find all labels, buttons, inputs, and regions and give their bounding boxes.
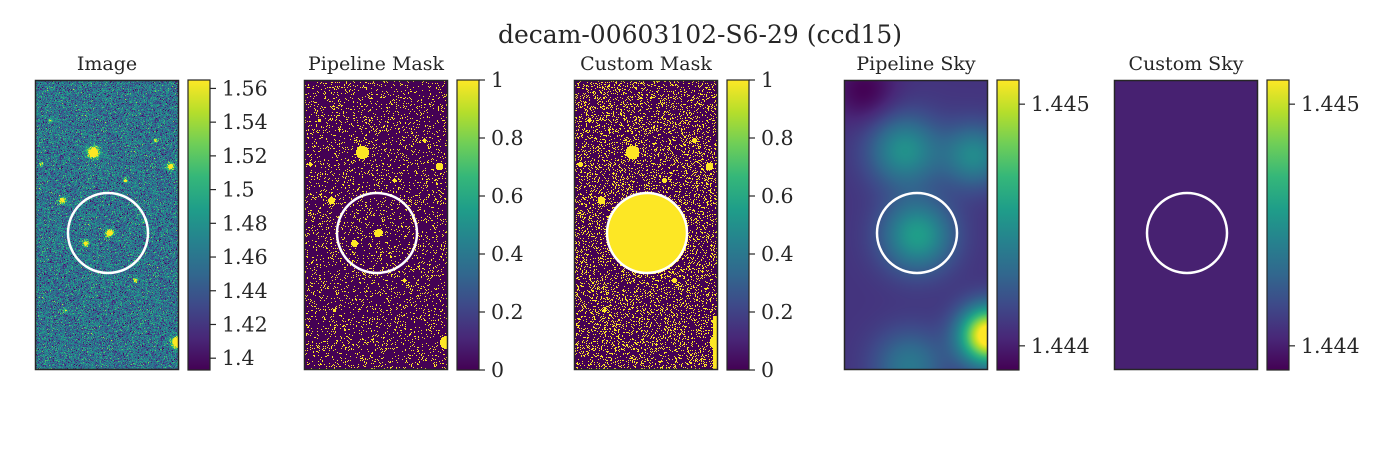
colorbar-tick-label: 1 xyxy=(491,68,504,92)
colorbar-tick-label: 0.4 xyxy=(491,242,524,266)
colorbar xyxy=(996,79,1020,371)
panel-title: Pipeline Mask xyxy=(308,53,444,75)
heatmap-frame xyxy=(843,79,989,371)
aperture-circle xyxy=(1145,191,1229,275)
colorbar-tick-label: 0 xyxy=(491,358,504,382)
colorbar-tick-label: 0.2 xyxy=(491,300,524,324)
aperture-circle xyxy=(875,191,959,275)
colorbar-tick-label: 1.52 xyxy=(222,144,268,168)
aperture-circle xyxy=(605,191,689,275)
panel-title: Custom Mask xyxy=(580,53,712,75)
panel-title: Pipeline Sky xyxy=(856,53,975,75)
colorbar-tick-label: 0.6 xyxy=(761,184,794,208)
heatmap-image xyxy=(1114,80,1258,370)
colorbar-tick-label: 1.56 xyxy=(222,76,268,100)
colorbar-tick-label: 0 xyxy=(761,358,774,382)
panel-1: Image 1.4 1.42 1.44 1.46 1.48 1.5 1.52 1.54 1.56 xyxy=(34,53,268,371)
panel-4: Pipeline Sky1.4441.4451.4461.4471.4481.4… xyxy=(843,53,1090,371)
colorbar xyxy=(726,79,750,371)
colorbar-tick-label: 1.445 xyxy=(1031,92,1090,116)
colorbar-tick-label: 1.445 xyxy=(1301,92,1360,116)
colorbar-tick-label: 1 xyxy=(761,68,774,92)
colorbar-tick-label: 1.42 xyxy=(222,312,268,336)
heatmap-frame xyxy=(1113,79,1259,371)
colorbar-tick-label: 1.48 xyxy=(222,211,268,235)
colorbar-tick-label: 1.4 xyxy=(222,346,255,370)
colorbar-tick-label: 1.444 xyxy=(1301,334,1360,358)
colorbar-tick-label: 0.8 xyxy=(761,126,794,150)
heatmap-image xyxy=(844,80,988,370)
heatmap-image xyxy=(304,80,448,370)
colorbar-tick-label: 0.6 xyxy=(491,184,524,208)
aperture-circle xyxy=(66,191,150,275)
panels: Image 1.4 1.42 1.44 1.46 1.48 1.5 1.52 1.54 1.56 P… xyxy=(34,53,1360,382)
colorbar-tick-label: 0.2 xyxy=(761,300,794,324)
heatmap-frame xyxy=(34,79,180,371)
colorbar-tick-label: 1.46 xyxy=(222,245,268,269)
colorbar xyxy=(456,79,480,371)
aperture-circle xyxy=(335,191,419,275)
colorbar xyxy=(1266,79,1290,371)
panel-3: Custom Mask 0 0.2 0.4 0.6 0.8 1 xyxy=(573,53,794,382)
colorbar-tick-label: 1.444 xyxy=(1031,334,1090,358)
panel-5: Custom Sky1.4441.4451.4461.4471.4481.449… xyxy=(1113,53,1360,371)
colorbar-tick-label: 0.4 xyxy=(761,242,794,266)
panel-title: Custom Sky xyxy=(1129,53,1244,75)
colorbar-tick-label: 1.5 xyxy=(222,178,255,202)
colorbar xyxy=(187,79,211,371)
heatmap-frame xyxy=(303,79,449,371)
heatmap-image xyxy=(35,80,179,370)
panel-title: Image xyxy=(77,53,137,75)
colorbar-tick-label: 0.8 xyxy=(491,126,524,150)
panel-2: Pipeline Mask 0 0.2 0.4 0.6 0.8 1 xyxy=(303,53,524,382)
heatmap-image xyxy=(574,80,718,370)
colorbar-tick-label: 1.54 xyxy=(222,110,268,134)
heatmap-frame xyxy=(573,79,719,371)
figure-title: decam-00603102-S6-29 (ccd15) xyxy=(498,20,902,49)
colorbar-tick-label: 1.44 xyxy=(222,279,268,303)
